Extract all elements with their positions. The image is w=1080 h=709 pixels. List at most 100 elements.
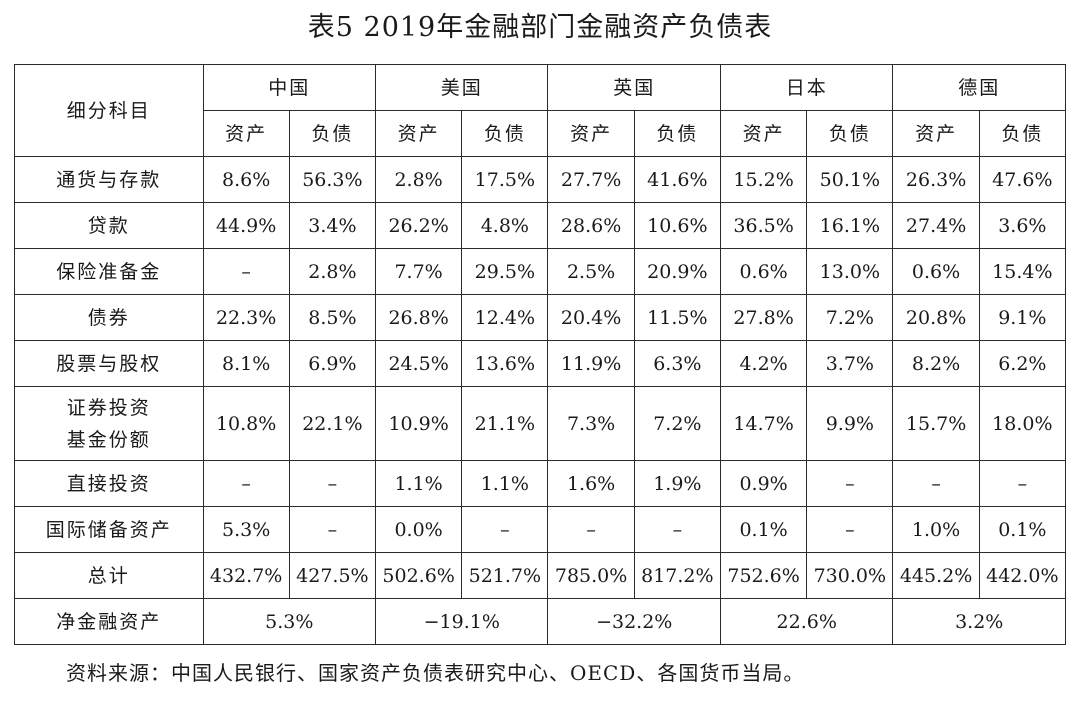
value-cell: 15.7% xyxy=(892,386,980,461)
table-title: 表5 2019年金融部门金融资产负债表 xyxy=(307,12,773,43)
value-cell: 730.0% xyxy=(806,552,894,599)
row-label: 净金融资产 xyxy=(14,598,204,645)
value-cell: 1.1% xyxy=(461,460,549,507)
table-row: 总计 432.7% 427.5% 502.6% 521.7% 785.0% 817.2% 75… xyxy=(14,552,1067,599)
value-cell: 5.3% xyxy=(202,506,290,553)
value-cell: 8.1% xyxy=(202,340,290,387)
value-cell: 41.6% xyxy=(633,156,721,203)
value-cell: 47.6% xyxy=(978,156,1067,203)
value-cell: 16.1% xyxy=(806,202,894,249)
value-cell: 13.6% xyxy=(461,340,549,387)
value-cell: 432.7% xyxy=(202,552,290,599)
value-cell: 2.5% xyxy=(547,248,635,295)
value-cell: 8.6% xyxy=(202,156,290,203)
row-label: 股票与股权 xyxy=(14,340,204,387)
value-cell: 6.3% xyxy=(633,340,721,387)
table-row: 国际储备资产 5.3% –0.0% – – –0.1% –1.0% 0.1% xyxy=(14,506,1067,553)
assets-subheader: 资产 xyxy=(719,110,808,157)
country-header: 日本 xyxy=(719,64,894,111)
value-cell: 0.0% xyxy=(374,506,463,553)
value-cell: 18.0% xyxy=(978,386,1067,461)
value-cell: 14.7% xyxy=(719,386,808,461)
table-row: 保险准备金 –2.8% 7.7% 29.5% 2.5% 20.9% 0.6% 13.0% 0.6… xyxy=(14,248,1067,295)
value-cell: – xyxy=(806,460,894,507)
value-cell: 7.2% xyxy=(633,386,721,461)
value-cell: 17.5% xyxy=(461,156,549,203)
value-cell: 22.3% xyxy=(202,294,290,341)
value-cell: 502.6% xyxy=(374,552,463,599)
value-cell: 7.2% xyxy=(806,294,894,341)
row-label: 债券 xyxy=(14,294,204,341)
row-label-line: 证券投资 xyxy=(66,396,151,419)
value-cell: 20.8% xyxy=(892,294,980,341)
value-cell: 3.6% xyxy=(978,202,1067,249)
assets-subheader: 资产 xyxy=(892,110,980,157)
value-cell: 26.3% xyxy=(892,156,980,203)
country-header: 英国 xyxy=(547,64,721,111)
table-row: 股票与股权 8.1% 6.9% 24.5% 13.6% 11.9% 6.3% 4.2% 3.7%… xyxy=(14,340,1067,387)
value-cell: 0.6% xyxy=(719,248,808,295)
value-cell: 20.4% xyxy=(547,294,635,341)
value-cell: 752.6% xyxy=(719,552,808,599)
value-cell: 785.0% xyxy=(547,552,635,599)
source-note: 资料来源：中国人民银行、国家资产负债表研究中心、OECD、各国货币当局。 xyxy=(66,661,805,685)
table-row: 贷款 44.9% 3.4% 26.2% 4.8% 28.6% 10.6% 36.5% 16.1%… xyxy=(14,202,1067,249)
net-value-cell: 22.6% xyxy=(719,598,894,645)
value-cell: 27.4% xyxy=(892,202,980,249)
value-cell: – xyxy=(978,460,1067,507)
financial-balance-table: 细分科目 中国 美国 英国 日本 德国 资产 负债 资产 负债 资产 负债 资产… xyxy=(14,64,1067,645)
value-cell: 8.2% xyxy=(892,340,980,387)
value-cell: – xyxy=(202,460,290,507)
value-cell: 27.8% xyxy=(719,294,808,341)
value-cell: 12.4% xyxy=(461,294,549,341)
value-cell: – xyxy=(288,506,377,553)
value-cell: 13.0% xyxy=(806,248,894,295)
table-row: 债券 22.3% 8.5% 26.8% 12.4% 20.4% 11.5% 27.8% 7.2%… xyxy=(14,294,1067,341)
row-label: 通货与存款 xyxy=(14,156,204,203)
value-cell: 9.9% xyxy=(806,386,894,461)
value-cell: 50.1% xyxy=(806,156,894,203)
value-cell: – xyxy=(633,506,721,553)
value-cell: 11.5% xyxy=(633,294,721,341)
item-header: 细分科目 xyxy=(14,64,204,157)
value-cell: 427.5% xyxy=(288,552,377,599)
value-cell: 9.1% xyxy=(978,294,1067,341)
value-cell: 11.9% xyxy=(547,340,635,387)
value-cell: 521.7% xyxy=(461,552,549,599)
value-cell: 0.1% xyxy=(719,506,808,553)
row-label: 证券投资 基金份额 xyxy=(14,386,204,461)
country-header: 德国 xyxy=(892,64,1066,111)
value-cell: 36.5% xyxy=(719,202,808,249)
value-cell: 8.5% xyxy=(288,294,377,341)
value-cell: 27.7% xyxy=(547,156,635,203)
table-row: 通货与存款 8.6% 56.3% 2.8% 17.5% 27.7% 41.6% 15.2% 50… xyxy=(14,156,1067,203)
value-cell: 4.2% xyxy=(719,340,808,387)
value-cell: 26.8% xyxy=(374,294,463,341)
net-value-cell: −32.2% xyxy=(547,598,721,645)
value-cell: 28.6% xyxy=(547,202,635,249)
value-cell: 1.1% xyxy=(374,460,463,507)
net-value-cell: 3.2% xyxy=(892,598,1066,645)
value-cell: 0.6% xyxy=(892,248,980,295)
value-cell: 0.1% xyxy=(978,506,1067,553)
row-label-line: 基金份额 xyxy=(66,428,151,451)
value-cell: 21.1% xyxy=(461,386,549,461)
value-cell: 24.5% xyxy=(374,340,463,387)
value-cell: – xyxy=(892,460,980,507)
value-cell: 1.9% xyxy=(633,460,721,507)
value-cell: – xyxy=(202,248,290,295)
value-cell: 22.1% xyxy=(288,386,377,461)
row-label: 贷款 xyxy=(14,202,204,249)
country-header: 中国 xyxy=(202,64,377,111)
liabilities-subheader: 负债 xyxy=(633,110,721,157)
value-cell: – xyxy=(461,506,549,553)
net-assets-row: 净金融资产 5.3% −19.1% −32.2% 22.6% 3.2% xyxy=(14,598,1066,645)
value-cell: – xyxy=(806,506,894,553)
value-cell: – xyxy=(547,506,635,553)
value-cell: 56.3% xyxy=(288,156,377,203)
value-cell: 442.0% xyxy=(978,552,1067,599)
value-cell: 6.2% xyxy=(978,340,1067,387)
value-cell: 6.9% xyxy=(288,340,377,387)
value-cell: 26.2% xyxy=(374,202,463,249)
value-cell: 1.6% xyxy=(547,460,635,507)
